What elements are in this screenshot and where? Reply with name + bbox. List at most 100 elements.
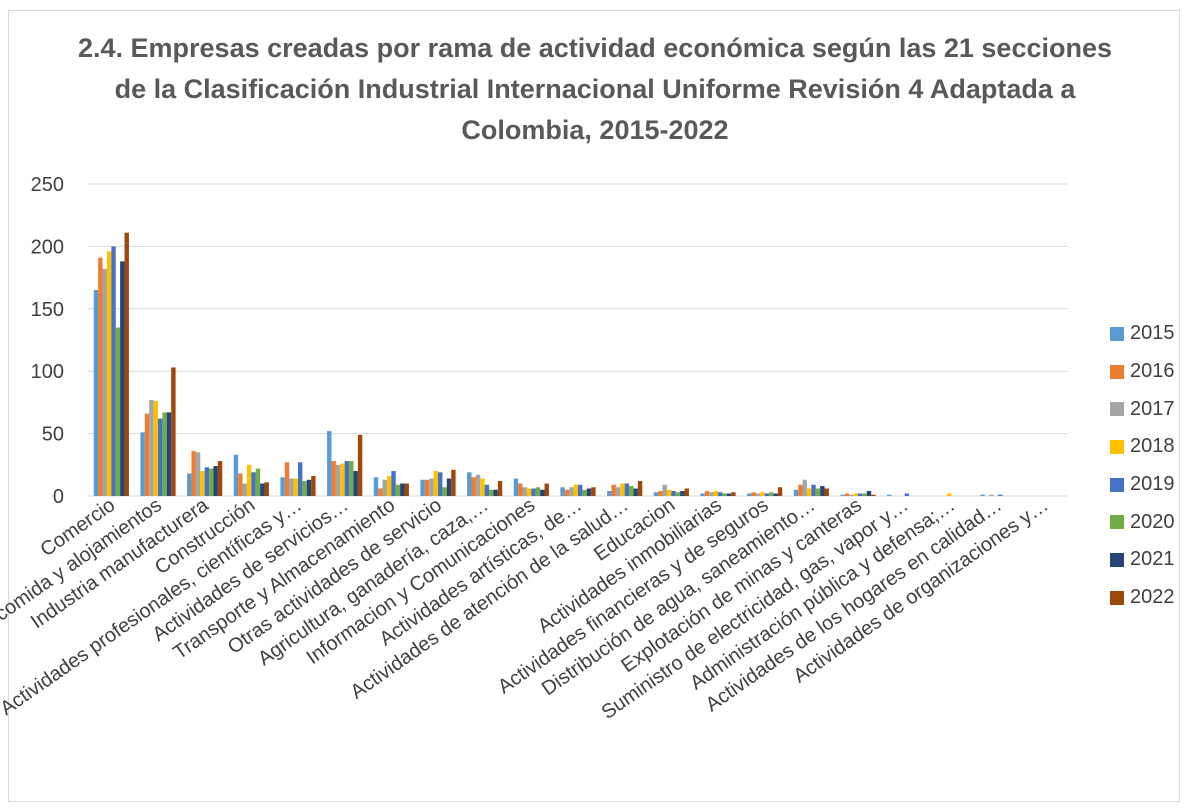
- legend-item: 2022: [1110, 579, 1175, 617]
- bar: [140, 432, 145, 496]
- bar: [844, 493, 850, 496]
- bar: [102, 268, 107, 496]
- legend-label: 2020: [1130, 510, 1175, 533]
- bar: [671, 491, 676, 496]
- bar: [280, 477, 285, 496]
- bar: [607, 491, 612, 496]
- bar: [582, 489, 587, 496]
- bar: [611, 484, 616, 496]
- bar: [773, 493, 778, 496]
- bar: [497, 481, 503, 496]
- bar: [429, 478, 434, 496]
- bar: [382, 479, 387, 496]
- bar: [726, 493, 732, 496]
- legend-item: 2016: [1110, 353, 1175, 391]
- bar: [438, 472, 443, 496]
- bar: [120, 261, 125, 496]
- legend-label: 2015: [1130, 322, 1175, 345]
- bar: [751, 492, 756, 496]
- bar: [451, 469, 456, 496]
- bar: [722, 493, 727, 496]
- bar: [862, 493, 867, 496]
- bar: [195, 452, 201, 496]
- bar: [404, 483, 409, 496]
- bar: [824, 488, 829, 496]
- legend-swatch: [1110, 439, 1124, 454]
- bar: [769, 492, 774, 496]
- bar: [675, 492, 681, 496]
- chart-legend: 2015 2016 2017 2018 2019 2020 2021 2022: [1110, 315, 1175, 617]
- bar: [353, 471, 358, 496]
- bar: [246, 464, 252, 496]
- bar: [306, 479, 312, 496]
- bar: [653, 492, 659, 496]
- legend-item: 2021: [1110, 541, 1175, 579]
- bar: [264, 482, 269, 496]
- bar: [615, 487, 621, 496]
- legend-item: 2020: [1110, 503, 1175, 541]
- bar: [866, 491, 872, 496]
- bar: [191, 451, 196, 496]
- bar: [489, 489, 494, 496]
- legend-item: 2018: [1110, 428, 1175, 466]
- y-tick-label: 50: [42, 424, 64, 446]
- bar: [887, 494, 892, 496]
- bar: [777, 487, 783, 496]
- bar: [755, 493, 761, 496]
- bar: [680, 491, 685, 496]
- bar: [311, 476, 316, 496]
- bar: [658, 491, 663, 496]
- bars: [93, 232, 1003, 496]
- bar: [106, 251, 112, 496]
- bar: [713, 491, 718, 496]
- bar: [187, 473, 192, 496]
- bar: [578, 484, 583, 496]
- bar: [586, 488, 592, 496]
- bar: [475, 474, 481, 496]
- bar: [238, 473, 243, 496]
- legend-item: 2019: [1110, 466, 1175, 504]
- bar: [522, 487, 527, 496]
- bar: [806, 488, 812, 496]
- bar: [569, 487, 574, 496]
- bar: [535, 487, 541, 496]
- legend-swatch: [1110, 364, 1124, 379]
- y-tick-label: 0: [53, 486, 64, 508]
- bar: [433, 471, 438, 496]
- bar: [493, 489, 498, 496]
- bar: [637, 481, 643, 496]
- bar: [802, 479, 807, 496]
- bar: [93, 290, 99, 496]
- bar: [251, 472, 256, 496]
- bar: [989, 494, 994, 496]
- bar: [849, 494, 854, 496]
- bar: [335, 464, 341, 496]
- bar: [171, 367, 176, 496]
- bar: [233, 454, 239, 496]
- bar: [840, 494, 845, 496]
- bar: [853, 493, 858, 496]
- legend-label: 2021: [1130, 548, 1175, 571]
- bar: [467, 472, 472, 496]
- bar: [357, 434, 363, 496]
- bar: [298, 462, 303, 496]
- bar: [98, 257, 103, 496]
- bar: [442, 487, 447, 496]
- legend-item: 2017: [1110, 390, 1175, 428]
- bar: [386, 476, 392, 496]
- bar: [747, 493, 752, 496]
- y-tick-label: 150: [31, 299, 64, 321]
- bar: [344, 461, 350, 496]
- bar: [158, 418, 163, 496]
- legend-label: 2022: [1130, 586, 1175, 609]
- legend-swatch: [1110, 326, 1124, 341]
- bar: [731, 492, 736, 496]
- chart-title: 2.4. Empresas creadas por rama de activi…: [77, 33, 1112, 145]
- bar: [620, 483, 625, 496]
- y-axis-ticks: 0 50 100 150 200 250: [31, 174, 64, 508]
- bar: [420, 479, 425, 496]
- bar: [980, 494, 985, 496]
- bar: [242, 483, 247, 496]
- bar: [446, 478, 452, 496]
